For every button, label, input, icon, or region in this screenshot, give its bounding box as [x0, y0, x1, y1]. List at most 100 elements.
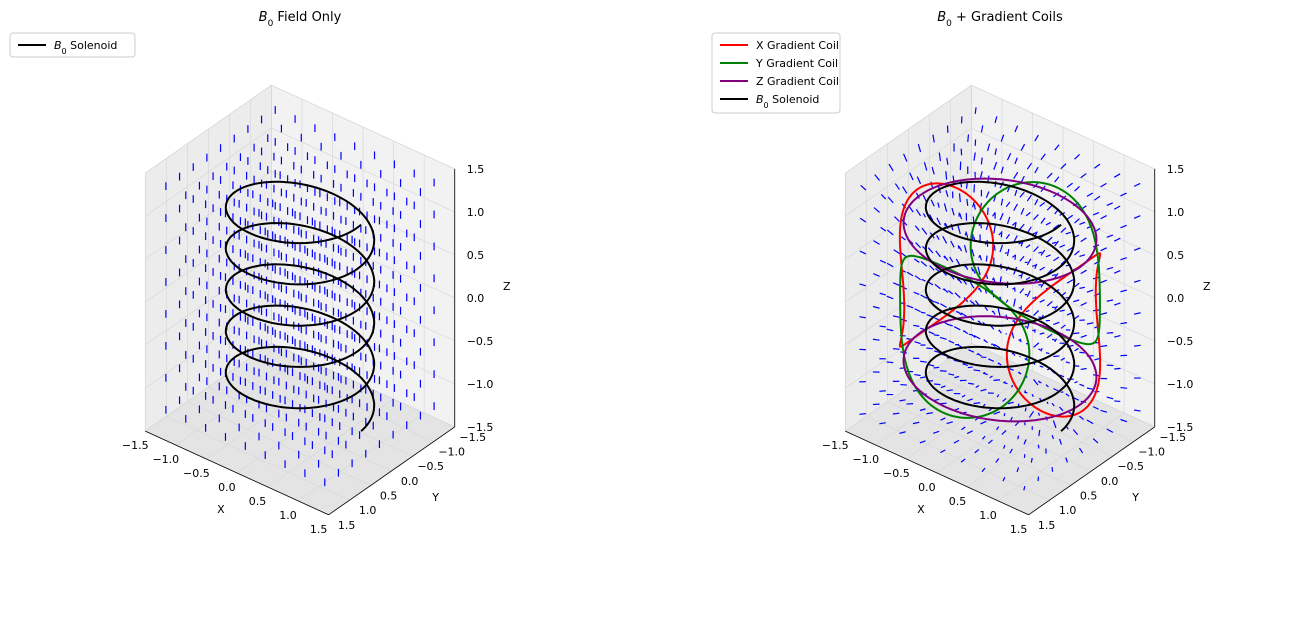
left-x-tick-label: −1.5: [122, 439, 149, 452]
right-field-vector: [1025, 276, 1031, 281]
left-z-tick-label: 0.0: [467, 292, 485, 305]
right-field-vector: [859, 250, 867, 255]
right-field-vector: [1019, 191, 1025, 198]
right-field-vector: [859, 217, 867, 223]
right-field-vector: [958, 193, 961, 203]
right-field-vector: [942, 288, 946, 291]
right-z-tick-label: 1.0: [1167, 206, 1185, 219]
right-field-vector: [893, 282, 900, 286]
right-field-vector: [1046, 204, 1053, 211]
right-field-vector: [1040, 249, 1046, 256]
right-field-vector: [1019, 255, 1025, 262]
right-field-vector: [1100, 312, 1108, 316]
right-field-vector: [978, 287, 982, 293]
right-field-vector: [1114, 400, 1121, 403]
right-field-vector: [1039, 365, 1044, 368]
right-field-vector: [1039, 266, 1046, 271]
right-field-vector: [973, 369, 981, 372]
right-field-vector: [1134, 409, 1141, 412]
right-field-vector: [980, 157, 983, 165]
right-grid-floor-y: [866, 416, 1050, 501]
right-field-vector: [944, 223, 946, 227]
right-field-vector: [953, 326, 961, 331]
right-field-vector: [1046, 236, 1053, 243]
right-field-vector: [879, 259, 887, 264]
right-grid-wall-z2: [971, 127, 1155, 213]
right-field-vector: [961, 426, 966, 431]
right-field-vector: [943, 255, 946, 259]
right-field-vector: [934, 301, 940, 305]
right-field-vector: [1025, 357, 1028, 361]
right-grid-wall-z2: [971, 84, 1155, 170]
right-field-vector: [1059, 406, 1064, 412]
right-field-vector: [1033, 310, 1040, 316]
right-field-vector: [1014, 125, 1019, 133]
right-field-vector: [914, 373, 921, 377]
right-field-vector: [948, 373, 955, 376]
right-field-vector: [972, 269, 976, 274]
right-field-vector: [1053, 355, 1060, 358]
right-x-tick-label: 0.5: [949, 495, 967, 508]
legend-right-label-z: Z Gradient Coil: [756, 75, 839, 88]
right-x-tick-label: 1.5: [1010, 523, 1028, 536]
left-y-axis-label: Y: [431, 491, 439, 504]
right-field-vector: [1003, 413, 1006, 417]
right-y-tick-label: 1.0: [1059, 504, 1077, 517]
right-field-vector: [1018, 371, 1020, 374]
right-field-vector: [1080, 237, 1087, 243]
right-field-vector: [1002, 397, 1007, 402]
right-field-vector: [915, 209, 922, 217]
right-field-vector: [1038, 429, 1041, 437]
right-field-vector: [1026, 290, 1031, 298]
left-grid-floor-y: [166, 416, 350, 501]
right-field-vector: [920, 376, 926, 379]
right-field-vector: [945, 171, 948, 180]
right-field-vector: [1134, 344, 1141, 347]
right-field-vector: [973, 402, 981, 405]
right-field-vector: [1106, 396, 1114, 400]
right-field-vector: [1053, 256, 1060, 262]
right-field-vector: [899, 399, 906, 402]
right-field-vector: [933, 430, 940, 434]
legend-right: X Gradient Coil Y Gradient Coil Z Gradie…: [711, 32, 841, 114]
right-field-vector: [1051, 434, 1054, 440]
right-field-vector: [954, 292, 961, 299]
right-field-vector: [912, 421, 920, 425]
right-field-vector: [860, 184, 867, 191]
right-field-vector: [872, 273, 880, 277]
right-field-vector: [1028, 411, 1035, 418]
right-field-vector: [1074, 381, 1078, 384]
right-field-vector: [974, 448, 980, 454]
right-field-vector: [872, 305, 880, 309]
left-x-tick-label: 1.0: [279, 509, 297, 522]
right-field-vector: [920, 294, 928, 299]
right-field-vector: [1023, 439, 1027, 445]
right-field-vector: [1133, 215, 1141, 219]
right-field-vector: [939, 336, 947, 340]
right-field-vector: [937, 202, 940, 208]
left-z-tick-label: 0.5: [467, 249, 485, 262]
right-field-vector: [1060, 324, 1066, 329]
right-field-vector: [1114, 334, 1121, 338]
left-grid-wall-z2: [271, 127, 455, 213]
legend-right-label-y: Y Gradient Coil: [755, 57, 838, 70]
right-field-vector: [976, 353, 980, 356]
right-z-tick-label: −0.5: [1167, 335, 1194, 348]
right-field-vector: [1009, 448, 1013, 454]
right-field-vector: [1114, 269, 1121, 274]
left-y-axis-line: [328, 426, 455, 516]
right-field-vector: [859, 413, 866, 415]
right-field-vector: [923, 162, 928, 171]
right-field-vector: [906, 304, 914, 309]
right-field-vector: [1040, 217, 1046, 224]
right-field-vector: [940, 449, 946, 454]
right-field-vector: [1079, 383, 1085, 387]
right-field-vector: [966, 430, 973, 435]
legend-right-label-x: X Gradient Coil: [756, 39, 839, 52]
right-field-vector: [1014, 157, 1018, 165]
right-field-vector: [1018, 339, 1021, 342]
right-field-vector: [1066, 246, 1074, 252]
right-field-vector: [1086, 192, 1094, 197]
right-field-vector: [968, 333, 973, 336]
right-field-vector: [1011, 352, 1014, 355]
